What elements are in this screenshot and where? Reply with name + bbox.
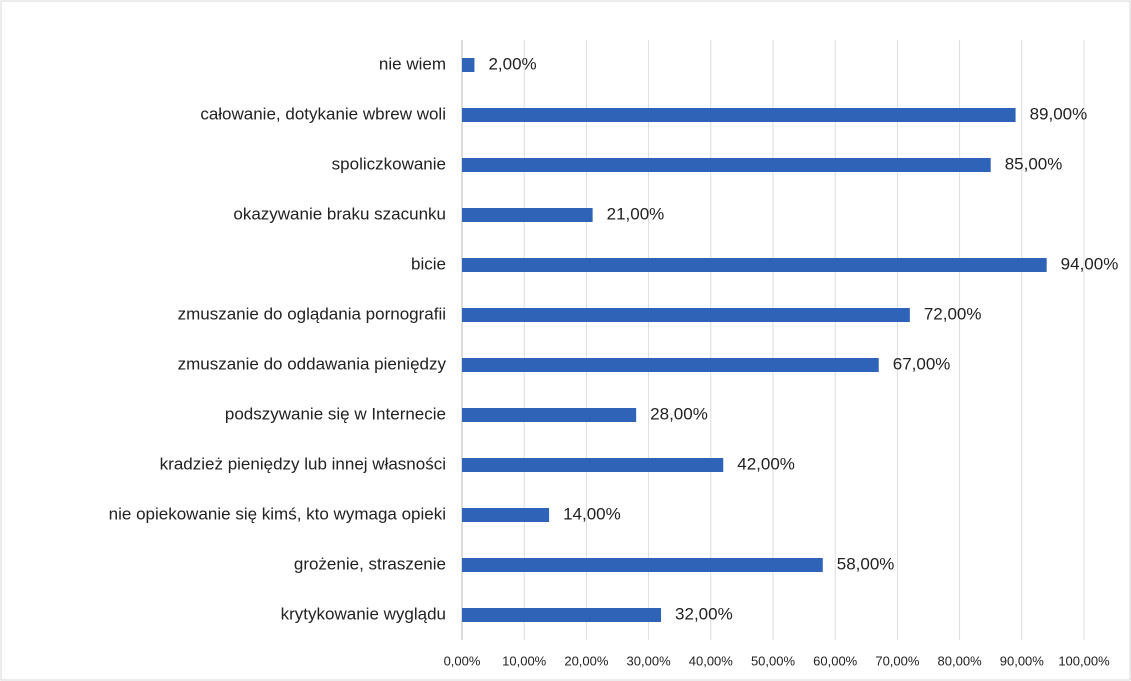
y-tick-label: krytykowanie wyglądu <box>281 604 446 623</box>
x-tick-label: 50,00% <box>751 653 796 668</box>
data-label: 28,00% <box>650 404 708 423</box>
data-label: 58,00% <box>837 554 895 573</box>
y-tick-label: zmuszanie do oddawania pieniędzy <box>178 354 447 373</box>
x-tick-label: 0,00% <box>444 653 481 668</box>
bar <box>462 208 593 222</box>
y-tick-label: grożenie, straszenie <box>294 554 446 573</box>
data-label: 72,00% <box>924 304 982 323</box>
data-label: 67,00% <box>893 354 951 373</box>
bar <box>462 308 910 322</box>
bar <box>462 558 823 572</box>
x-tick-label: 40,00% <box>689 653 734 668</box>
x-tick-label: 80,00% <box>938 653 983 668</box>
data-label: 85,00% <box>1005 154 1063 173</box>
y-tick-label: podszywanie się w Internecie <box>225 404 446 423</box>
y-tick-label: bicie <box>411 254 446 273</box>
bar <box>462 458 724 472</box>
data-label: 42,00% <box>737 454 795 473</box>
bar <box>462 358 879 372</box>
y-tick-label: okazywanie braku szacunku <box>233 204 446 223</box>
bar <box>462 258 1047 272</box>
y-tick-label: nie wiem <box>379 54 446 73</box>
data-label: 89,00% <box>1030 104 1088 123</box>
bar <box>462 108 1016 122</box>
y-tick-label: całowanie, dotykanie wbrew woli <box>200 104 446 123</box>
x-tick-label: 70,00% <box>875 653 920 668</box>
x-tick-label: 30,00% <box>627 653 672 668</box>
data-label: 21,00% <box>607 204 665 223</box>
y-tick-label: spoliczkowanie <box>332 154 446 173</box>
data-label: 32,00% <box>675 604 733 623</box>
data-label: 14,00% <box>563 504 621 523</box>
data-label: 2,00% <box>488 54 536 73</box>
x-tick-label: 20,00% <box>564 653 609 668</box>
bar <box>462 508 550 522</box>
y-tick-label: kradzież pieniędzy lub innej własności <box>160 454 446 473</box>
bar <box>462 608 662 622</box>
bar <box>462 408 637 422</box>
y-tick-label: zmuszanie do oglądania pornografii <box>178 304 446 323</box>
x-tick-label: 100,00% <box>1058 653 1110 668</box>
data-label: 94,00% <box>1061 254 1119 273</box>
x-tick-label: 10,00% <box>502 653 547 668</box>
y-tick-label: nie opiekowanie się kimś, kto wymaga opi… <box>109 504 446 523</box>
bar <box>462 158 991 172</box>
x-tick-label: 60,00% <box>813 653 858 668</box>
bar <box>462 58 475 72</box>
x-tick-label: 90,00% <box>1000 653 1045 668</box>
